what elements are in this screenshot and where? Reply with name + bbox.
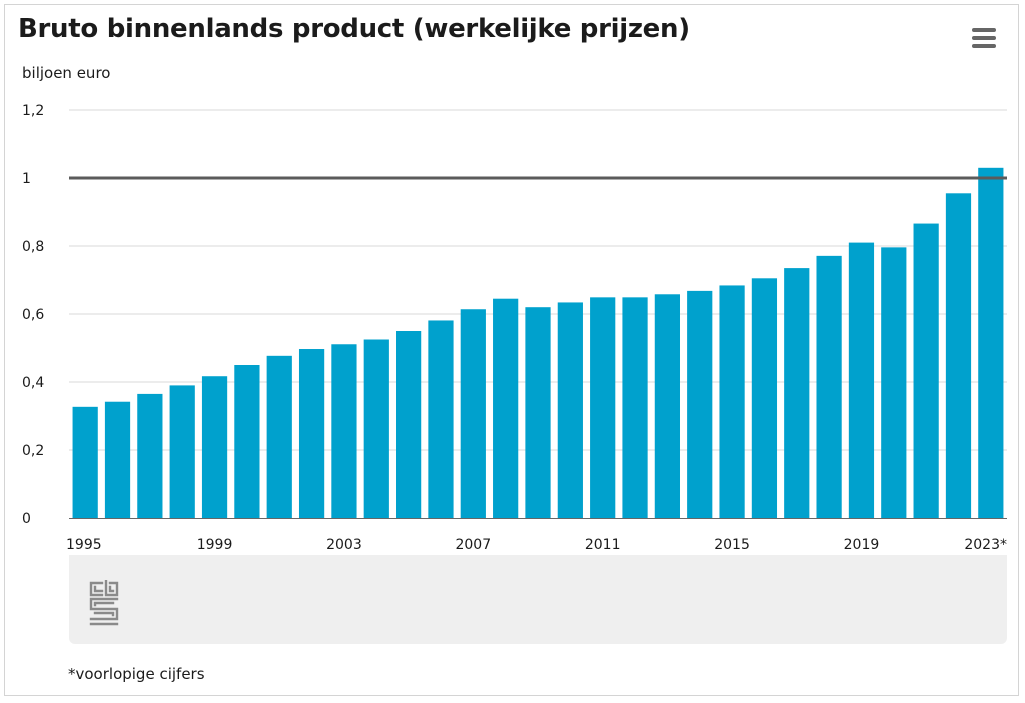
x-tick-label: 2023* bbox=[964, 537, 1007, 553]
bar bbox=[137, 393, 163, 518]
chart-title: Bruto binnenlands product (werkelijke pr… bbox=[18, 14, 690, 44]
y-tick-label: 0 bbox=[22, 511, 31, 527]
x-tick-label: 1999 bbox=[197, 537, 233, 553]
bar bbox=[978, 167, 1004, 519]
y-tick-label: 1,2 bbox=[22, 103, 44, 119]
bar bbox=[622, 297, 648, 518]
bar bbox=[816, 255, 842, 519]
bar bbox=[234, 365, 260, 518]
y-axis-unit-label: biljoen euro bbox=[22, 64, 111, 82]
bar bbox=[557, 302, 583, 518]
y-tick-label: 0,8 bbox=[22, 239, 44, 255]
y-tick-label: 1 bbox=[22, 171, 31, 187]
bar bbox=[784, 268, 810, 518]
bar bbox=[201, 376, 228, 518]
y-tick-label: 0,6 bbox=[22, 307, 44, 323]
x-tick-label: 1995 bbox=[66, 537, 102, 553]
hamburger-menu-icon[interactable] bbox=[970, 26, 1000, 52]
x-tick-label: 2003 bbox=[326, 537, 362, 553]
logo-panel bbox=[69, 555, 1007, 644]
bar bbox=[590, 297, 616, 518]
bar bbox=[913, 223, 939, 518]
bar bbox=[331, 344, 357, 518]
bar bbox=[460, 309, 486, 518]
bar bbox=[525, 307, 551, 518]
bar bbox=[848, 242, 875, 518]
y-tick-label: 0,2 bbox=[22, 443, 44, 459]
bar bbox=[719, 285, 745, 518]
bar bbox=[428, 320, 454, 518]
footnote: *voorlopige cijfers bbox=[68, 665, 205, 683]
bar bbox=[881, 247, 907, 519]
bar bbox=[363, 339, 389, 518]
bar bbox=[104, 401, 131, 518]
x-tick-label: 2015 bbox=[714, 537, 750, 553]
x-tick-label: 2007 bbox=[455, 537, 491, 553]
bar bbox=[654, 294, 680, 518]
bar bbox=[751, 278, 778, 518]
bar bbox=[493, 298, 519, 518]
bar bbox=[169, 385, 195, 518]
bar bbox=[266, 355, 292, 518]
x-tick-label: 2011 bbox=[585, 537, 621, 553]
bar bbox=[72, 406, 98, 518]
bar bbox=[298, 349, 325, 518]
y-tick-label: 0,4 bbox=[22, 375, 44, 391]
bar bbox=[945, 193, 972, 519]
bar bbox=[687, 290, 713, 518]
bar bbox=[396, 331, 422, 518]
cbs-logo-icon bbox=[89, 580, 119, 626]
x-tick-label: 2019 bbox=[844, 537, 880, 553]
